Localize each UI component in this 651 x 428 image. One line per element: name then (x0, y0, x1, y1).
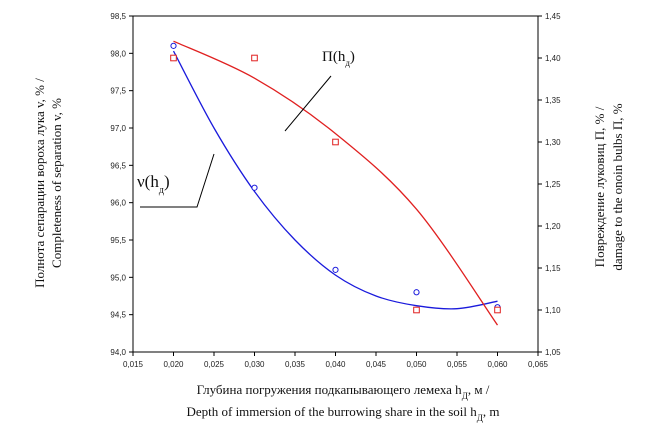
x-tick-label: 0,035 (285, 360, 306, 369)
nu-label-leader (140, 153, 215, 208)
left-tick-label: 94,0 (110, 348, 126, 357)
x-tick-label: 0,025 (204, 360, 225, 369)
fit-curve-nu (172, 50, 498, 310)
x-axis-title-line1: Глубина погружения подкапывающего лемеха… (197, 382, 490, 401)
x-tick-label: 0,060 (487, 360, 508, 369)
plot-border (132, 15, 539, 353)
x-tick-label: 0,020 (163, 360, 184, 369)
left-tick-label: 95,0 (110, 273, 126, 282)
p-curve-label: П(hд) (322, 49, 355, 68)
left-tick-label: 95,5 (110, 236, 126, 245)
left-tick-label: 97,5 (110, 87, 126, 96)
right-tick-label: 1,15 (545, 264, 561, 273)
right-tick-label: 1,45 (545, 12, 561, 21)
x-tick-label: 0,040 (325, 360, 346, 369)
right-tick-label: 1,10 (545, 306, 561, 315)
data-point-square (332, 138, 339, 146)
x-axis-title-line2: Depth of immersion of the burrowing shar… (186, 404, 499, 423)
data-point-square (494, 306, 501, 314)
left-tick-label: 98,0 (110, 49, 126, 58)
data-point-circle (170, 42, 177, 49)
x-tick-label: 0,030 (244, 360, 265, 369)
data-points (170, 42, 501, 314)
right-tick-label: 1,25 (545, 180, 561, 189)
x-axis-ticks: 0,015 0,020 0,025 0,030 0,035 0,040 0,045 0,050… (123, 352, 549, 369)
p-label-leader (284, 75, 332, 132)
x-tick-label: 0,050 (406, 360, 427, 369)
x-tick-label: 0,015 (123, 360, 144, 369)
nu-curve-label: ν(hд) (137, 172, 170, 196)
data-point-circle (251, 184, 258, 191)
left-axis-title-line1: Полнота сепарации вороха лука v, % / (32, 78, 47, 288)
right-tick-label: 1,05 (545, 348, 561, 357)
right-axis-title-line2: damage to the onoin bulbs П, % (610, 103, 625, 270)
right-tick-label: 1,30 (545, 138, 561, 147)
left-tick-label: 96,0 (110, 199, 126, 208)
right-tick-label: 1,40 (545, 54, 561, 63)
left-axis-ticks: 94,0 94,5 95,0 95,5 96,0 96,5 97,0 97,5 98,0 98,5 (110, 12, 133, 357)
x-tick-label: 0,055 (447, 360, 468, 369)
data-point-circle (413, 289, 420, 296)
x-tick-label: 0,045 (366, 360, 387, 369)
data-point-circle (332, 266, 339, 273)
left-tick-label: 94,5 (110, 311, 126, 320)
data-point-square (251, 54, 258, 62)
left-tick-label: 98,5 (110, 12, 126, 21)
right-tick-label: 1,35 (545, 96, 561, 105)
plot-frame (132, 15, 539, 353)
left-tick-label: 96,5 (110, 161, 126, 170)
curve-labels: ν(hд) П(hд) (137, 49, 355, 208)
right-tick-label: 1,20 (545, 222, 561, 231)
data-point-square (170, 54, 177, 62)
right-axis-ticks: 1,05 1,10 1,15 1,20 1,25 1,30 1,35 1,40 1,45 (538, 12, 561, 357)
x-tick-label: 0,065 (528, 360, 549, 369)
data-point-square (413, 306, 420, 314)
fit-curves (172, 40, 499, 326)
right-axis-title-line1: Повреждение луковиц П, % / (592, 106, 607, 267)
left-tick-label: 97,0 (110, 124, 126, 133)
fit-curve-p (173, 40, 499, 326)
left-axis-title-line2: Completeness of separation v, % (49, 98, 64, 268)
